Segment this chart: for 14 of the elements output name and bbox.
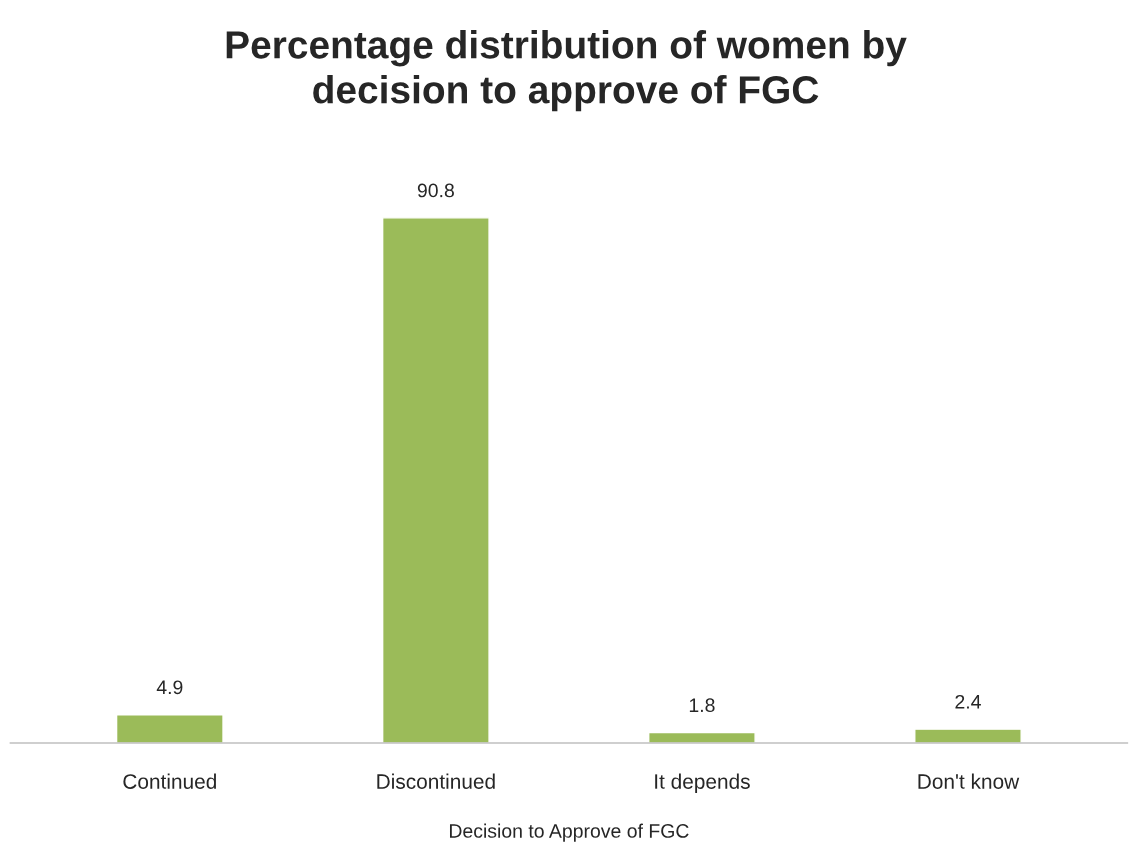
- bar: [381, 217, 490, 744]
- x-tick-label: Discontinued: [377, 773, 495, 789]
- data-label: 90.8: [417, 183, 454, 198]
- bar: [914, 728, 1022, 744]
- x-axis-title: Decision to Approve of FGC: [449, 823, 689, 842]
- x-tick-label: Don't know: [918, 773, 1020, 789]
- x-tick-label: It depends: [655, 773, 750, 794]
- x-tick-label: Continued: [123, 773, 216, 789]
- data-label: 2.4: [955, 694, 981, 709]
- data-label: 4.9: [156, 680, 183, 695]
- bar: [648, 731, 756, 744]
- chart-title: Percentage distribution of women by decision to approve of FGC: [226, 30, 907, 112]
- bar: [115, 714, 224, 744]
- data-label: 1.8: [689, 698, 715, 713]
